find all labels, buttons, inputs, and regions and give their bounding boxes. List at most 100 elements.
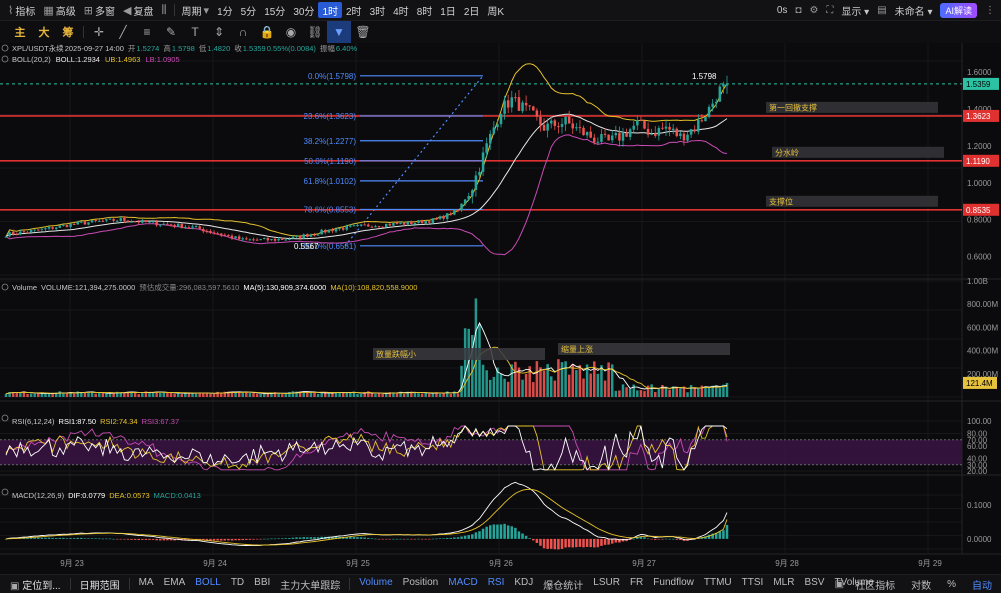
volume-bar	[202, 393, 205, 397]
sub-indicator-13[interactable]: TVolume	[834, 576, 874, 588]
sub-indicator-11[interactable]: MLR	[773, 576, 795, 588]
fullscreen-icon[interactable]: ⛶	[826, 5, 834, 16]
trash-icon[interactable]: 🗑	[355, 25, 371, 39]
interval-4[interactable]: 1时	[318, 2, 342, 18]
sub-indicator-2[interactable]: MACD	[448, 576, 478, 588]
candle-body	[510, 97, 514, 108]
main-indicator-2[interactable]: BOLL	[195, 576, 221, 588]
sub-indicator-5[interactable]: 爆仓统计	[543, 580, 584, 592]
eye-icon[interactable]: ◉	[285, 25, 297, 39]
interval-6[interactable]: 3时	[369, 6, 386, 18]
interval-7[interactable]: 4时	[393, 6, 409, 18]
main-indicator-5[interactable]: 主力大单跟踪	[280, 580, 341, 592]
sub-indicator-0[interactable]: Volume	[359, 576, 393, 588]
macd-bar	[560, 538, 564, 549]
volume-bar	[184, 392, 187, 397]
bottom-right-item-1[interactable]: 对数	[911, 581, 932, 592]
sub-indicator-9[interactable]: TTMU	[703, 576, 732, 588]
chart-area[interactable]: 0.0%(1.5798) 23.6%(1.3623) 38.2%(1.2277) 50…	[0, 43, 1001, 574]
candle-type-button[interactable]: ⫼	[157, 0, 170, 20]
magnet-icon[interactable]: ∩	[238, 25, 248, 39]
volume-bar	[187, 392, 191, 397]
main-indicator-1[interactable]: EMA	[163, 576, 186, 588]
main-indicator-0[interactable]: MA	[138, 576, 154, 588]
visibility-icon[interactable]	[1, 55, 9, 63]
macd-bar	[668, 538, 671, 540]
interval-8[interactable]: 8时	[416, 6, 433, 18]
sub-indicator-7[interactable]: FR	[629, 576, 644, 588]
interval-3[interactable]: 30分	[293, 6, 315, 18]
candle-body	[478, 171, 481, 176]
interval-1[interactable]: 5分	[240, 6, 257, 18]
text-icon[interactable]: T	[191, 25, 199, 39]
note-box[interactable]	[558, 343, 730, 355]
layout-icon[interactable]: ▤	[877, 5, 887, 16]
interval-11[interactable]: 周K	[487, 6, 505, 18]
visibility-icon[interactable]	[1, 44, 9, 52]
rsi-tick: 100.00	[967, 417, 992, 426]
main-indicator-3[interactable]: TD	[230, 576, 245, 588]
sub-indicator-10[interactable]: TTSI	[741, 576, 764, 588]
camera-icon[interactable]: ◘	[795, 5, 802, 16]
sub-indicator-12[interactable]: BSV	[804, 576, 825, 588]
display-menu[interactable]: 显示 ▾	[841, 7, 870, 18]
sub-indicator-3[interactable]: RSI	[487, 576, 505, 588]
macd-bar	[320, 536, 323, 539]
sub-indicator-6[interactable]: LSUR	[593, 576, 620, 588]
candle-body	[302, 234, 305, 239]
period-menu[interactable]: 周期 ▾	[181, 4, 210, 18]
measure-icon[interactable]: ⇕	[213, 25, 225, 39]
main-force-icon[interactable]: 主	[14, 27, 26, 39]
volume-bar	[141, 393, 144, 397]
link-icon[interactable]: ⛓	[307, 25, 323, 39]
filter-icon[interactable]: ▼	[327, 21, 351, 43]
interval-9[interactable]: 1日	[440, 6, 456, 18]
sub-indicator-1[interactable]: Position	[402, 576, 439, 588]
date-range-button[interactable]: 日期范围	[79, 580, 120, 592]
lock-icon[interactable]: 🔒	[259, 25, 275, 39]
macd-bar	[58, 537, 62, 539]
price-tick: 1.0000	[967, 179, 992, 188]
replay-menu[interactable]: ◀ 复盘	[123, 4, 154, 18]
note-box[interactable]	[772, 146, 944, 158]
fib-icon[interactable]: ≡	[143, 25, 151, 39]
chip-icon[interactable]: 筹	[62, 27, 74, 39]
main-indicator-4[interactable]: BBI	[254, 576, 271, 588]
settings-icon[interactable]: ⚙	[809, 5, 819, 16]
boll-upper-line	[5, 63, 728, 237]
big-order-icon[interactable]: 大	[38, 27, 50, 39]
note-box[interactable]	[766, 101, 938, 113]
interval-10[interactable]: 2日	[463, 6, 480, 18]
candle-body	[549, 120, 553, 124]
more-icon[interactable]: ⋮	[985, 5, 995, 16]
visibility-icon[interactable]	[1, 283, 9, 291]
note-box[interactable]	[373, 348, 545, 360]
brush-icon[interactable]: ✎	[165, 25, 177, 39]
locate-button[interactable]: ▣ 定位到...	[10, 580, 61, 592]
candle-body	[686, 134, 689, 141]
fib-trend-line[interactable]	[344, 75, 484, 247]
sub-indicator-4[interactable]: KDJ	[514, 576, 534, 588]
trendline-icon[interactable]: ╱	[119, 25, 127, 39]
crosshair-icon[interactable]: ✛	[93, 25, 105, 39]
bottom-right-item-0[interactable]: 社区指标	[855, 581, 896, 592]
multi-window-menu[interactable]: ⊞ 多窗	[83, 4, 115, 18]
note-box[interactable]	[766, 195, 938, 207]
ai-button[interactable]: AI解读	[940, 3, 977, 18]
visibility-icon[interactable]	[1, 414, 9, 422]
interval-2[interactable]: 15分	[264, 6, 286, 18]
layout-name[interactable]: 未命名 ▾	[894, 7, 933, 18]
volume-bar	[557, 359, 560, 397]
legend-value: DIF:0.0779	[68, 491, 105, 500]
pro-menu[interactable]: ▦ 高级	[43, 4, 76, 18]
visibility-icon[interactable]	[1, 488, 9, 496]
bottom-right-item-2[interactable]: %	[947, 579, 956, 590]
time-tick: 9月 28	[775, 559, 799, 568]
bottom-right-item-3[interactable]: 自动	[972, 581, 992, 592]
community-icon[interactable]: ▣	[834, 579, 845, 590]
interval-5[interactable]: 2时	[346, 6, 362, 18]
candle-body	[381, 226, 384, 228]
indicator-menu[interactable]: ⌇ 指标	[8, 4, 36, 18]
sub-indicator-8[interactable]: Fundflow	[653, 576, 694, 588]
interval-0[interactable]: 1分	[217, 6, 233, 18]
